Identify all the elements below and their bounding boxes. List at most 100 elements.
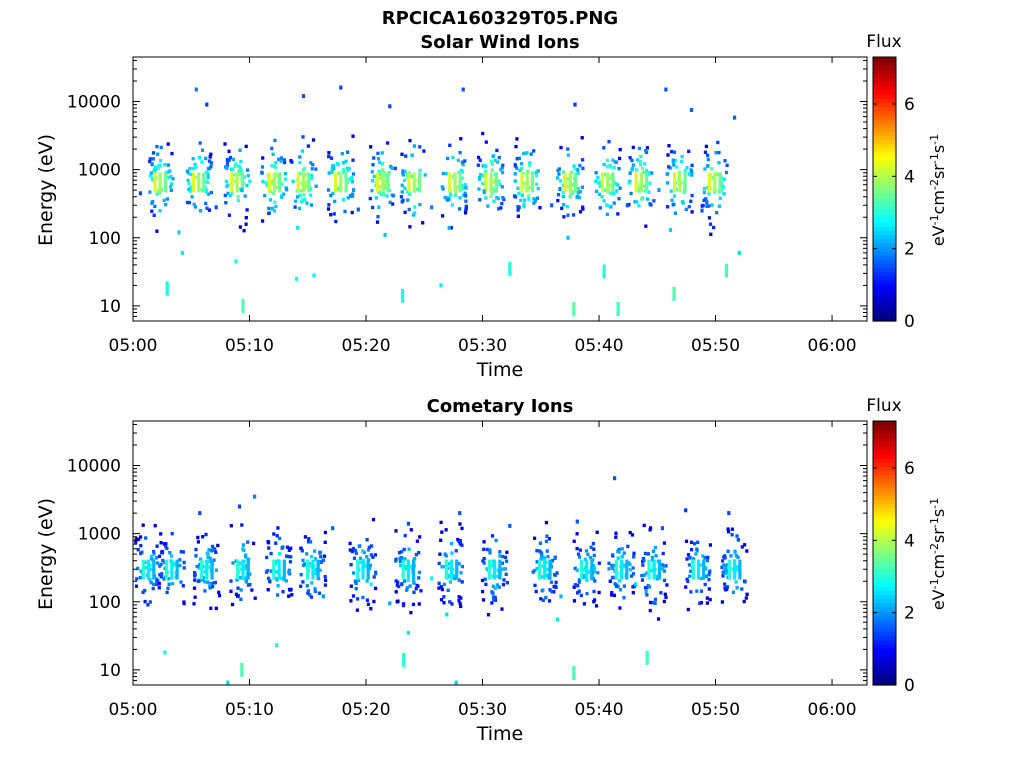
cometary-cell — [136, 548, 140, 552]
solar-wind-cell — [615, 189, 619, 193]
cometary-colorbar-segment — [873, 466, 896, 472]
cometary-colorbar-segment — [873, 536, 896, 542]
solar-wind-cell — [681, 181, 685, 185]
cometary-cell — [549, 580, 553, 584]
cometary-cell — [444, 528, 448, 532]
solar-wind-colorbar-segment — [873, 131, 896, 136]
solar-wind-core-streak — [339, 172, 343, 193]
cometary-cell — [575, 532, 579, 536]
cometary-cell — [310, 581, 314, 585]
cometary-cell — [321, 558, 326, 563]
solar-wind-cell — [239, 159, 243, 164]
solar-wind-cell — [327, 203, 331, 207]
solar-wind-cell — [644, 224, 648, 228]
cometary-cell — [731, 590, 735, 594]
solar-wind-cell — [260, 165, 265, 169]
cometary-colorbar-segment — [873, 524, 896, 529]
cometary-cell — [628, 562, 632, 566]
cometary-cell — [535, 560, 539, 564]
solar-wind-colorbar-segment — [873, 135, 896, 141]
solar-wind-colorbar-segment — [873, 242, 896, 248]
solar-wind-x-axis-label: Time — [476, 359, 524, 381]
solar-wind-cell — [635, 168, 639, 172]
solar-wind-cell — [158, 209, 162, 213]
cometary-cell — [538, 541, 542, 545]
cometary-cell — [631, 566, 635, 570]
solar-wind-cell — [617, 167, 621, 171]
cometary-cell — [724, 571, 728, 575]
solar-wind-x-tick-label: 05:50 — [691, 336, 740, 356]
cometary-cell — [203, 580, 207, 584]
solar-wind-cell — [449, 193, 453, 197]
cometary-cell — [358, 556, 363, 560]
cometary-cell — [178, 563, 182, 568]
cometary-cell — [644, 571, 649, 575]
solar-wind-cell — [346, 196, 350, 200]
solar-wind-cell — [706, 157, 710, 162]
cometary-cell — [550, 559, 555, 563]
cometary-cell — [354, 586, 358, 591]
cometary-cell — [745, 549, 749, 553]
solar-wind-cell — [283, 160, 287, 165]
cometary-cell — [319, 560, 323, 564]
solar-wind-cell — [450, 203, 454, 207]
solar-wind-cell — [641, 167, 645, 171]
solar-wind-colorbar-segment — [873, 209, 896, 215]
solar-wind-cell — [500, 185, 504, 189]
cometary-colorbar-segment — [873, 631, 896, 637]
cometary-cell — [365, 579, 369, 583]
solar-wind-cell — [515, 157, 519, 161]
solar-wind-cell — [635, 200, 639, 204]
cometary-cell — [179, 550, 184, 554]
cometary-cell — [725, 585, 730, 589]
cometary-cell — [659, 591, 663, 595]
solar-wind-cell — [679, 159, 684, 164]
cometary-cell — [505, 559, 509, 563]
solar-wind-cell — [403, 169, 407, 174]
solar-wind-cell — [647, 190, 651, 194]
cometary-cell — [458, 601, 462, 606]
cometary-cell — [206, 555, 210, 559]
cometary-cell — [394, 529, 398, 533]
cometary-cell — [193, 578, 197, 582]
solar-wind-cell — [652, 199, 656, 203]
solar-wind-cell — [151, 151, 156, 155]
solar-wind-colorbar-segment — [873, 275, 896, 281]
solar-wind-core-streak — [158, 172, 162, 193]
cometary-cell — [735, 568, 739, 573]
solar-wind-core-streak — [484, 172, 488, 193]
solar-wind-cell — [602, 162, 606, 167]
cometary-cell — [690, 548, 694, 552]
solar-wind-cell — [715, 211, 719, 215]
solar-wind-core-streak — [718, 172, 722, 193]
solar-wind-cell — [301, 168, 305, 172]
cometary-cell — [490, 534, 495, 538]
cometary-data-point — [163, 650, 167, 655]
solar-wind-cell — [204, 201, 208, 206]
cometary-colorbar-segment — [873, 441, 896, 447]
solar-wind-cell — [490, 162, 494, 166]
cometary-data-point — [331, 526, 335, 531]
solar-wind-cell — [163, 163, 167, 167]
cometary-cell — [317, 591, 321, 595]
solar-wind-colorbar-segment — [873, 81, 896, 87]
cometary-cell — [620, 555, 624, 559]
solar-wind-cell — [279, 159, 283, 163]
cometary-cell — [268, 580, 272, 584]
solar-wind-cell — [520, 193, 524, 197]
cometary-cell — [198, 562, 202, 567]
solar-wind-cell — [332, 212, 336, 216]
solar-wind-cell — [596, 175, 600, 180]
cometary-cell — [305, 584, 309, 588]
solar-wind-cell — [407, 192, 412, 196]
solar-wind-cell — [704, 197, 708, 201]
cometary-cell — [146, 603, 150, 607]
solar-wind-colorbar-segment — [873, 147, 896, 153]
solar-wind-cell — [369, 145, 373, 149]
cometary-colorbar-segment — [873, 421, 896, 426]
cometary-cell — [544, 539, 548, 544]
cometary-cell — [248, 582, 252, 587]
solar-wind-cell — [687, 172, 691, 176]
cometary-cell — [203, 589, 207, 593]
solar-wind-cell — [519, 198, 523, 203]
